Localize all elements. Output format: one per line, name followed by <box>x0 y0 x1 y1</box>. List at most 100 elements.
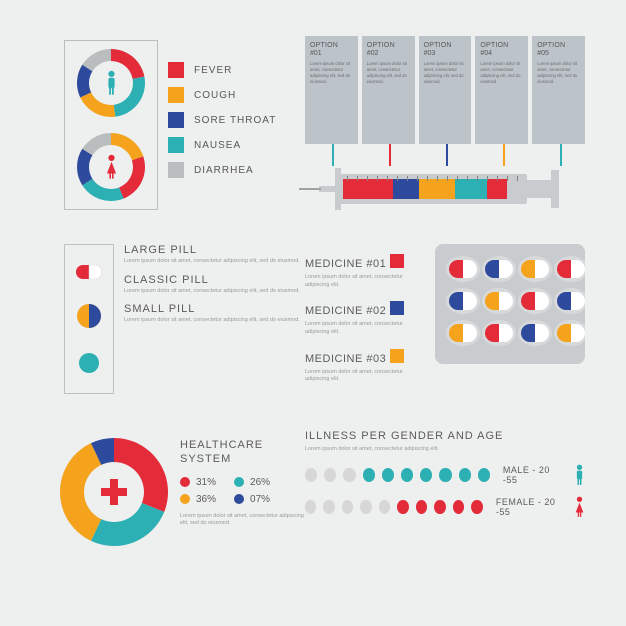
pill-text-column: LARGE PILL Lorem ipsum dolor sit amet, co… <box>124 244 304 325</box>
medicine-lorem: Lorem ipsum dolor sit amet, consectetur … <box>305 321 425 336</box>
person-icon <box>105 154 118 180</box>
age-dot <box>343 468 355 482</box>
healthcare-stat: 36% <box>180 494 216 505</box>
medicine-lorem: Lorem ipsum dolor sit amet, consectetur … <box>305 369 425 384</box>
pill-lorem: Lorem ipsum dolor sit amet, consectetur … <box>124 258 304 266</box>
pill-title: CLASSIC PILL <box>124 274 304 286</box>
healthcare-text: HEALTHCARE SYSTEM 31%26%36%07% Lorem ips… <box>180 438 310 528</box>
stat-value: 31% <box>196 477 216 488</box>
age-dot <box>453 500 464 514</box>
symptom-donut <box>75 131 147 203</box>
option-title: OPTION <box>424 42 467 49</box>
healthcare-donut <box>60 438 168 546</box>
legend-label: FEVER <box>194 65 232 76</box>
age-dot <box>416 500 427 514</box>
medicine-label: MEDICINE #01 <box>305 258 386 270</box>
option-lorem: Lorem ipsum dolor sit amet, consectetur … <box>480 61 523 85</box>
option-title: OPTION <box>310 42 353 49</box>
pill-icon <box>77 304 101 328</box>
legend-label: COUGH <box>194 90 236 101</box>
healthcare-stat: 26% <box>234 477 270 488</box>
legend-row: FEVER <box>168 62 276 78</box>
age-dot <box>342 500 353 514</box>
stat-value: 26% <box>250 477 270 488</box>
option-number: #05 <box>537 50 580 57</box>
medicine-row: MEDICINE #01Lorem ipsum dolor sit amet, … <box>305 254 425 289</box>
medicine-swatch <box>390 349 404 363</box>
pill-lorem: Lorem ipsum dolor sit amet, consectetur … <box>124 288 304 296</box>
pill-icon-column <box>64 244 114 394</box>
age-dot <box>434 500 445 514</box>
age-dot <box>471 500 482 514</box>
age-dot <box>439 468 451 482</box>
healthcare-stat: 07% <box>234 494 270 505</box>
stat-value: 07% <box>250 494 270 505</box>
gender-age-lorem: Lorem ipsum dolor sit amet, consectetur … <box>305 446 505 454</box>
donut-column <box>64 40 158 210</box>
age-dot <box>382 468 394 482</box>
gender-age-title: ILLNESS PER GENDER AND AGE <box>305 430 585 442</box>
gender-age-row: MALE - 20 -55 <box>305 464 585 486</box>
pill-text-block: LARGE PILL Lorem ipsum dolor sit amet, co… <box>124 244 304 266</box>
age-dot <box>420 468 432 482</box>
option-cards: OPTION#01Lorem ipsum dolor sit amet, con… <box>305 36 585 144</box>
legend-swatch <box>168 62 184 78</box>
medicine-row: MEDICINE #02Lorem ipsum dolor sit amet, … <box>305 301 425 336</box>
option-card: OPTION#04Lorem ipsum dolor sit amet, con… <box>475 36 528 144</box>
medicine-label: MEDICINE #03 <box>305 353 386 365</box>
stat-value: 36% <box>196 494 216 505</box>
connector-line <box>389 144 391 166</box>
stat-dot <box>234 477 244 487</box>
pill-icon <box>79 353 99 373</box>
age-dot <box>379 500 390 514</box>
symptom-legend: FEVER COUGH SORE THROAT NAUSEA DIARRHEA <box>168 62 276 178</box>
age-dot <box>305 500 316 514</box>
blister-pack-icon <box>435 244 585 376</box>
medicine-row: MEDICINE #03 Lorem ipsum dolor sit amet, … <box>305 349 425 384</box>
option-lorem: Lorem ipsum dolor sit amet, consectetur … <box>367 61 410 85</box>
healthcare-lorem: Lorem ipsum dolor sit amet, consectetur … <box>180 513 310 528</box>
option-number: #03 <box>424 50 467 57</box>
gender-age-section: ILLNESS PER GENDER AND AGE Lorem ipsum d… <box>305 430 585 570</box>
pill-title: SMALL PILL <box>124 303 304 315</box>
option-card: OPTION#03Lorem ipsum dolor sit amet, con… <box>419 36 472 144</box>
stat-dot <box>180 494 190 504</box>
person-icon <box>574 496 585 518</box>
age-dot <box>363 468 375 482</box>
option-number: #02 <box>367 50 410 57</box>
connector-line <box>446 144 448 166</box>
age-dot <box>459 468 471 482</box>
age-dot <box>360 500 371 514</box>
option-card: OPTION#05 Lorem ipsum dolor sit amet, con… <box>532 36 585 144</box>
legend-swatch <box>168 137 184 153</box>
pill-icon <box>76 265 102 279</box>
option-card: OPTION#01Lorem ipsum dolor sit amet, con… <box>305 36 358 144</box>
option-title: OPTION <box>480 42 523 49</box>
pill-title: LARGE PILL <box>124 244 304 256</box>
stat-dot <box>180 477 190 487</box>
healthcare-stat: 31% <box>180 477 216 488</box>
person-icon <box>574 464 585 486</box>
option-title: OPTION <box>537 42 580 49</box>
cross-icon <box>99 477 129 507</box>
symptom-section: FEVER COUGH SORE THROAT NAUSEA DIARRHEA <box>64 40 304 210</box>
legend-row: NAUSEA <box>168 137 276 153</box>
age-dot <box>323 500 334 514</box>
medicine-list: MEDICINE #01 Lorem ipsum dolor sit amet, … <box>305 254 425 384</box>
legend-swatch <box>168 112 184 128</box>
legend-label: DIARRHEA <box>194 165 254 176</box>
pill-text-block: CLASSIC PILL Lorem ipsum dolor sit amet, … <box>124 274 304 296</box>
gender-age-label: MALE - 20 -55 <box>503 465 559 485</box>
legend-row: SORE THROAT <box>168 112 276 128</box>
gender-age-label: FEMALE - 20 -55 <box>496 497 559 517</box>
option-lorem: Lorem ipsum dolor sit amet, consectetur … <box>537 61 580 85</box>
medicine-section: MEDICINE #01 Lorem ipsum dolor sit amet, … <box>305 244 585 394</box>
legend-swatch <box>168 162 184 178</box>
age-dot <box>397 500 408 514</box>
person-icon <box>105 70 118 96</box>
option-number: #01 <box>310 50 353 57</box>
legend-row: COUGH <box>168 87 276 103</box>
pill-text-block: SMALL PILLLorem ipsum dolor sit amet, co… <box>124 303 304 325</box>
age-dot <box>305 468 317 482</box>
options-section: OPTION#01Lorem ipsum dolor sit amet, con… <box>305 36 585 226</box>
